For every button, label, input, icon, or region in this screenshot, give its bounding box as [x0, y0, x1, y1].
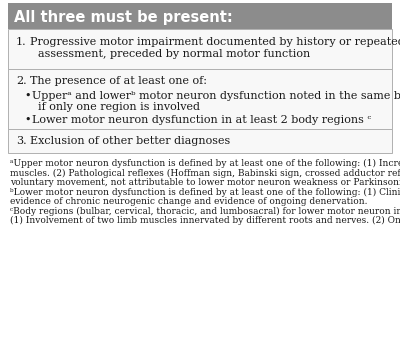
Text: ᶜBody regions (bulbar, cervical, thoracic, and lumbosacral) for lower motor neur: ᶜBody regions (bulbar, cervical, thoraci… [10, 207, 400, 216]
Bar [8, 29, 392, 69]
Text: The presence of at least one of:: The presence of at least one of: [30, 76, 207, 86]
Text: •: • [24, 115, 30, 125]
Text: muscles. (2) Pathological reflexes (Hoffman sign, Babinski sign, crossed adducto: muscles. (2) Pathological reflexes (Hoff… [10, 168, 400, 178]
Text: evidence of chronic neurogenic change and evidence of ongoing denervation.: evidence of chronic neurogenic change an… [10, 197, 368, 206]
Text: Exclusion of other better diagnoses: Exclusion of other better diagnoses [30, 136, 230, 146]
Text: 2.: 2. [16, 76, 27, 86]
Text: ᵇLower motor neuron dysfunction is defined by at least one of the following: (1): ᵇLower motor neuron dysfunction is defin… [10, 187, 400, 197]
Bar [8, 3, 392, 29]
Text: •: • [24, 91, 30, 101]
Text: 1.: 1. [16, 37, 27, 47]
Text: (1) Involvement of two limb muscles innervated by different roots and nerves. (2: (1) Involvement of two limb muscles inne… [10, 216, 400, 225]
Bar [8, 69, 392, 129]
Text: voluntary movement, not attributable to lower motor neuron weakness or Parkinson: voluntary movement, not attributable to … [10, 178, 400, 187]
Text: Lower motor neuron dysfunction in at least 2 body regions ᶜ: Lower motor neuron dysfunction in at lea… [32, 115, 371, 125]
Text: if only one region is involved: if only one region is involved [38, 102, 200, 112]
Bar [8, 129, 392, 153]
Text: Upperᵃ and lowerᵇ motor neuron dysfunction noted in the same body regionᶜ: Upperᵃ and lowerᵇ motor neuron dysfuncti… [32, 91, 400, 101]
Text: Progressive motor impairment documented by history or repeated clinical: Progressive motor impairment documented … [30, 37, 400, 47]
Text: ᵃUpper motor neuron dysfunction is defined by at least one of the following: (1): ᵃUpper motor neuron dysfunction is defin… [10, 159, 400, 168]
Text: All three must be present:: All three must be present: [14, 10, 233, 25]
Text: 3.: 3. [16, 136, 27, 146]
Text: assessment, preceded by normal motor function: assessment, preceded by normal motor fun… [38, 49, 310, 59]
